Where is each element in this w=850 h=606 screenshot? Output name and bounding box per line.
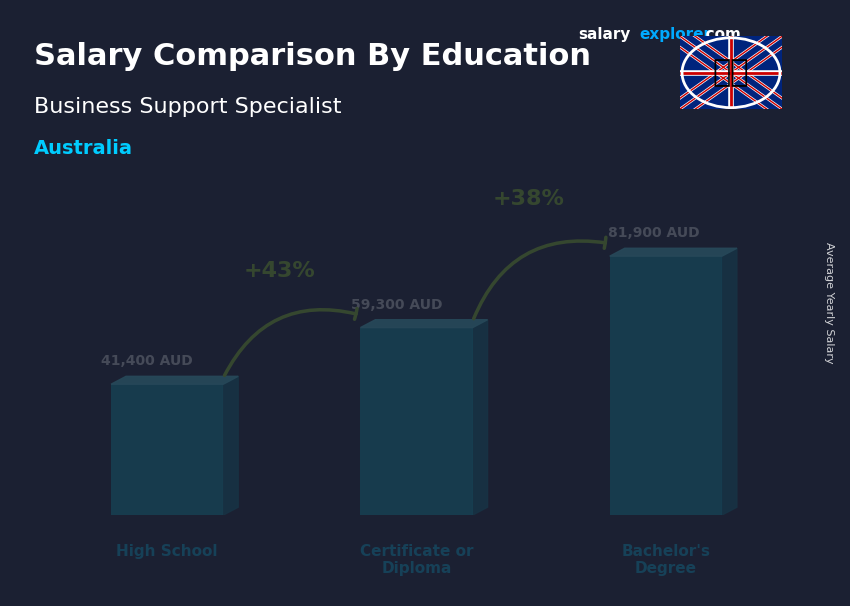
Text: +43%: +43% (243, 261, 315, 281)
Text: explorer: explorer (639, 27, 711, 42)
Text: salary: salary (578, 27, 631, 42)
FancyBboxPatch shape (360, 328, 473, 515)
Text: .com: .com (700, 27, 741, 42)
Text: 41,400 AUD: 41,400 AUD (101, 355, 193, 368)
Text: 🇦🇺: 🇦🇺 (713, 58, 749, 87)
Polygon shape (473, 320, 488, 515)
Text: Certificate or
Diploma: Certificate or Diploma (360, 544, 473, 576)
Text: 81,900 AUD: 81,900 AUD (608, 227, 700, 241)
FancyBboxPatch shape (609, 256, 722, 515)
Text: Salary Comparison By Education: Salary Comparison By Education (34, 42, 591, 72)
Text: 59,300 AUD: 59,300 AUD (351, 298, 442, 312)
Text: High School: High School (116, 544, 218, 559)
Text: Australia: Australia (34, 139, 133, 158)
Polygon shape (609, 248, 737, 256)
Text: Business Support Specialist: Business Support Specialist (34, 97, 342, 117)
FancyBboxPatch shape (111, 384, 224, 515)
Polygon shape (111, 376, 238, 384)
Text: Average Yearly Salary: Average Yearly Salary (824, 242, 834, 364)
Text: Bachelor's
Degree: Bachelor's Degree (621, 544, 711, 576)
Polygon shape (360, 320, 488, 328)
Polygon shape (224, 376, 238, 515)
Text: +38%: +38% (493, 189, 564, 209)
Polygon shape (722, 248, 737, 515)
